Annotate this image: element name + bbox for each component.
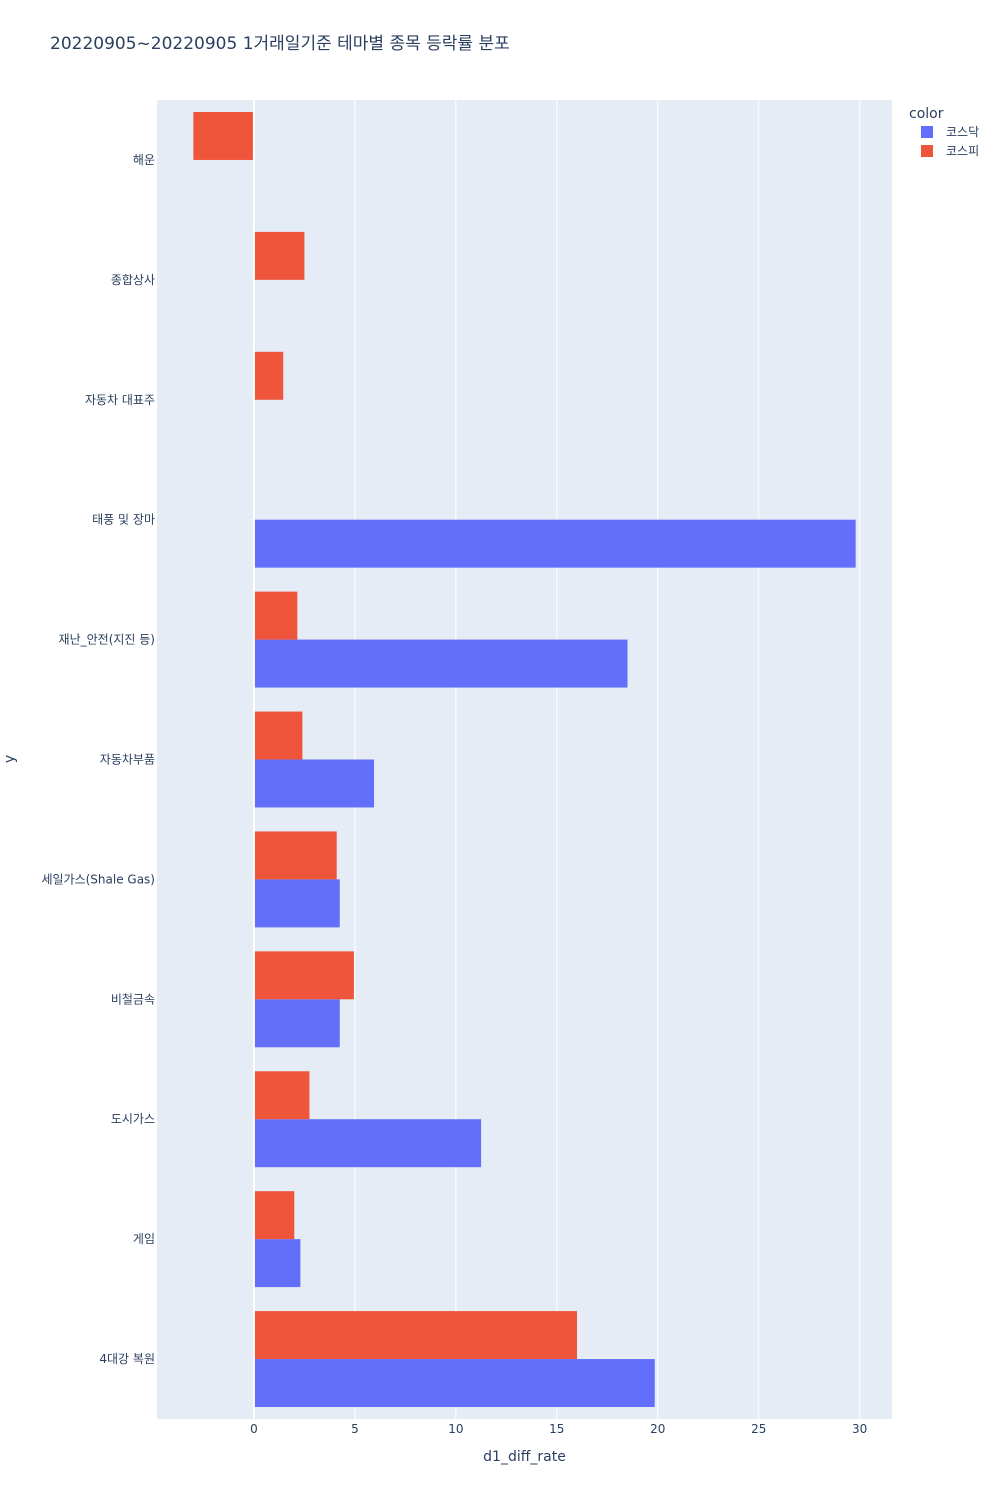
x-tick-label: 0 [250,1422,258,1436]
x-tick-label: 25 [751,1422,766,1436]
y-axis-title: y [2,755,18,763]
y-tick-label: 게임 [133,1232,155,1246]
bar-kosdaq [253,639,628,688]
bar-kospi [253,711,303,760]
bar-kosdaq [253,759,375,808]
y-tick-label: 4대강 복원 [99,1352,155,1366]
bar-kosdaq [253,1359,655,1408]
legend-title: color [909,106,944,122]
y-tick-label: 종합상사 [111,273,155,287]
x-ticks: 0 5 10 15 20 25 30 [250,1422,867,1436]
x-tick-label: 10 [448,1422,463,1436]
x-tick-label: 30 [852,1422,867,1436]
x-tick-label: 5 [351,1422,359,1436]
legend-label: 코스닥 [946,125,979,139]
bar-kospi [253,591,298,640]
y-tick-label: 자동차 대표주 [85,393,155,407]
y-tick-label: 해운 [133,153,155,167]
bar-kospi [253,831,337,880]
bars [193,111,856,1408]
bar-kospi [253,1071,310,1120]
y-tick-label: 자동차부품 [100,753,155,767]
y-tick-label: 태풍 및 장마 [92,513,155,527]
bar-kosdaq [253,519,856,568]
bar-kosdaq [253,999,340,1048]
bar-kospi [253,1311,577,1360]
legend-label: 코스피 [946,144,979,158]
legend-swatch [921,126,933,138]
bar-kospi [253,231,305,280]
y-tick-label: 세일가스(Shale Gas) [41,872,155,886]
bar-kosdaq [253,1239,301,1288]
x-tick-label: 20 [650,1422,665,1436]
bar-kosdaq [253,879,340,928]
chart-title: 20220905~20220905 1거래일기준 테마별 종목 등락률 분포 [50,34,510,54]
bar-kospi [253,351,284,400]
bar-kospi [253,1191,295,1240]
y-tick-label: 비철금속 [111,992,155,1006]
x-tick-label: 15 [549,1422,564,1436]
x-axis-title: d1_diff_rate [483,1449,566,1465]
legend-swatch [921,145,933,157]
bar-kospi [193,111,254,160]
bar-kosdaq [253,1119,482,1168]
y-tick-label: 도시가스 [111,1112,155,1126]
bar-kospi [253,951,354,1000]
y-tick-label: 재난_안전(지진 등) [59,633,155,647]
